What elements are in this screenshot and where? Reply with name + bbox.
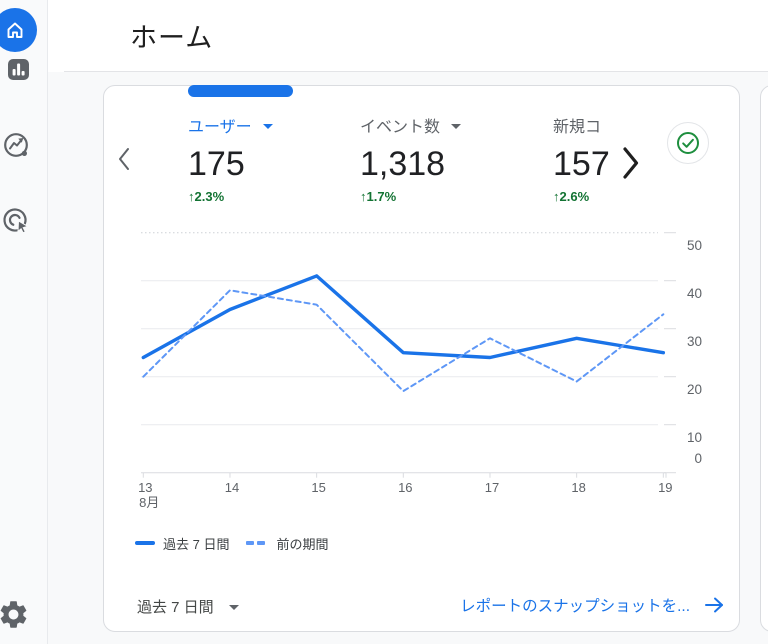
svg-text:13: 13 [138, 480, 152, 495]
metric-delta: ↑2.3% [188, 189, 225, 204]
metrics-next-button[interactable] [620, 146, 640, 185]
explore-icon [4, 133, 28, 157]
metric-label: 新規コ [553, 119, 602, 136]
header-band [48, 0, 768, 72]
data-quality-button[interactable] [667, 122, 709, 164]
svg-text:17: 17 [485, 480, 499, 495]
report-snapshot-link[interactable]: レポートのスナップショットを... [460, 594, 725, 616]
sidebar-item-admin[interactable] [0, 598, 30, 636]
report-snapshot-link-label: レポートのスナップショットを... [460, 598, 690, 615]
metric-label: イベント数 [360, 119, 441, 136]
home-icon [7, 22, 23, 38]
svg-text:10: 10 [687, 430, 702, 445]
svg-text:16: 16 [398, 480, 412, 495]
legend-current-label: 過去 7 日間 [163, 536, 230, 552]
arrow-right-icon [705, 597, 723, 613]
carousel-active-tab[interactable] [188, 85, 293, 97]
svg-text:15: 15 [311, 480, 325, 495]
metric-delta: ↑2.6% [553, 189, 590, 204]
header-divider [64, 71, 768, 72]
chevron-left-icon [119, 148, 129, 170]
metric-users: ユーザー 175 ↑2.3% [188, 114, 273, 204]
legend-dashed-swatch-icon [246, 541, 268, 545]
trend-chart: 50 40 30 20 10 0 13 14 15 16 17 18 19 8月 [138, 232, 702, 510]
svg-text:20: 20 [687, 382, 702, 397]
overview-card [103, 85, 740, 632]
sidebar-item-advertising[interactable] [2, 206, 30, 239]
svg-text:8月: 8月 [139, 495, 159, 510]
metrics-prev-button[interactable] [117, 147, 131, 176]
svg-text:19: 19 [658, 480, 672, 495]
dropdown-caret-icon [451, 123, 462, 129]
metric-users-selector[interactable]: ユーザー [188, 114, 273, 136]
svg-text:14: 14 [225, 480, 239, 495]
sidebar-item-explore[interactable] [2, 131, 30, 164]
chart-legend: 過去 7 日間 前の期間 [135, 535, 329, 552]
advertising-icon [3, 208, 29, 234]
svg-text:18: 18 [571, 480, 585, 495]
settings-gear-icon [0, 601, 27, 628]
check-circle-icon [677, 132, 699, 154]
dropdown-caret-icon [262, 123, 273, 129]
metric-value: 1,318 [360, 145, 446, 183]
legend-solid-swatch-icon [135, 541, 155, 545]
metric-value: 157 [553, 145, 610, 183]
next-card-edge [760, 85, 768, 632]
date-range-dropdown[interactable]: 過去 7 日間 [137, 596, 239, 617]
metric-new-users-selector[interactable]: 新規コ [553, 114, 610, 136]
metric-new-users: 新規コ 157 ↑2.6% [553, 114, 610, 204]
metric-value: 175 [188, 145, 245, 183]
svg-text:40: 40 [687, 286, 702, 301]
reports-icon [12, 63, 25, 76]
legend-previous-label: 前の期間 [276, 536, 329, 552]
dropdown-caret-icon [228, 605, 239, 610]
svg-text:50: 50 [687, 238, 702, 253]
metric-events-selector[interactable]: イベント数 [360, 114, 462, 136]
metric-label: ユーザー [188, 119, 252, 136]
svg-text:30: 30 [687, 334, 702, 349]
date-range-label: 過去 7 日間 [137, 599, 214, 616]
app-sidebar [0, 0, 48, 644]
sidebar-item-home[interactable] [0, 8, 37, 52]
chevron-right-icon [623, 147, 639, 179]
metric-delta: ↑1.7% [360, 189, 397, 204]
metric-events: イベント数 1,318 ↑1.7% [360, 114, 462, 204]
svg-text:0: 0 [694, 451, 702, 466]
page-title: ホーム [130, 23, 214, 53]
sidebar-item-reports[interactable] [8, 59, 29, 80]
